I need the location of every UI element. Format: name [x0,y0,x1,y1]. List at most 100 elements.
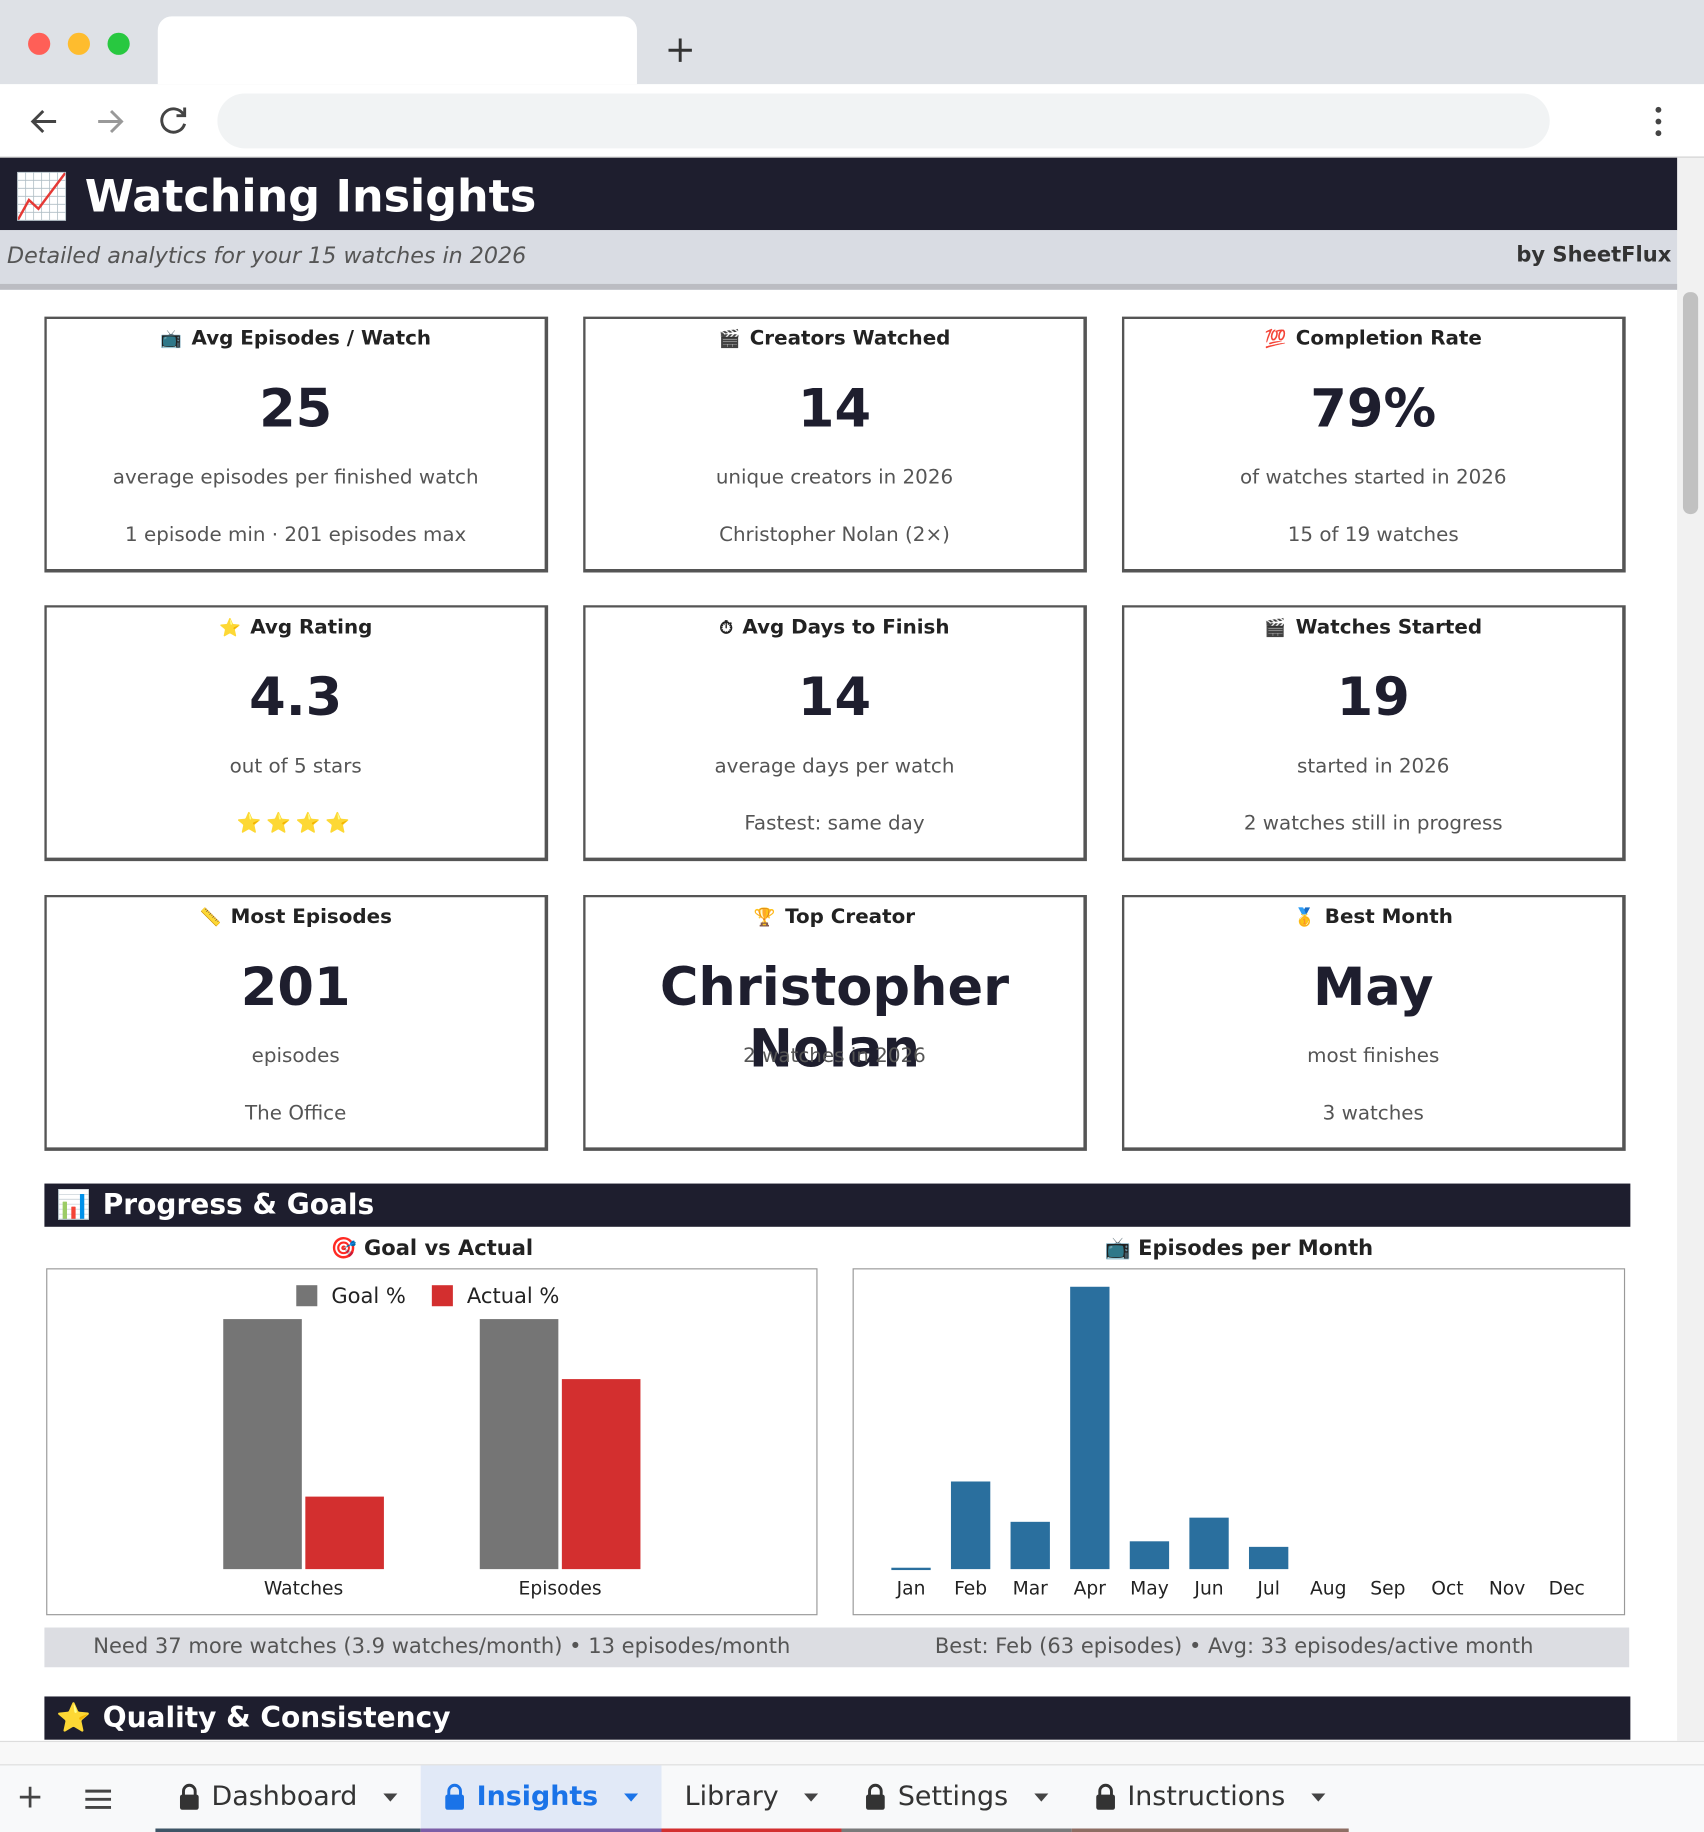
sheet-tab[interactable]: Library [661,1765,842,1832]
chart-icon: 📺 [1105,1235,1131,1260]
subtitle: Detailed analytics for your 15 watches i… [7,243,527,269]
card-title-text: Most Episodes [230,905,392,929]
bar [1248,1546,1289,1570]
scrollbar-thumb[interactable] [1682,292,1699,515]
section-title: Quality & Consistency [102,1701,451,1734]
sheet-tab[interactable]: Insights [420,1765,662,1832]
sheet-tab-label: Insights [476,1781,599,1813]
tab-caret [623,1792,638,1802]
legend-swatch [296,1285,318,1307]
close-button[interactable] [28,32,51,55]
x-tick-label: Episodes [519,1578,602,1599]
browser-tab[interactable] [157,16,637,85]
card-value: 79% [1310,377,1437,440]
bar [561,1379,641,1570]
card-caption: of watches started in 2026 [1239,466,1507,490]
lock-icon [179,1783,199,1810]
minimize-button[interactable] [67,32,90,55]
legend-swatch [431,1285,453,1307]
sheet-bar: + Dashboard Insights Library Settings Instru… [0,1764,1704,1832]
chart-icon: 🎯 [331,1235,357,1260]
x-tick-label: Jan [896,1578,926,1599]
x-tick-label: Jul [1256,1578,1280,1599]
bar [950,1481,991,1570]
stat-card: 🥇 Best Month May most finishes 3 watches [1121,894,1626,1151]
card-caption: out of 5 stars [229,754,362,779]
chart-title: 📺 Episodes per Month [1105,1235,1374,1260]
bar [1189,1517,1229,1570]
card-icon: 📏 [199,906,222,928]
card-detail: ⭐⭐⭐⭐ [236,812,355,836]
card-icon: ⏱ [719,616,734,638]
address-bar[interactable] [217,93,1550,149]
x-tick-label: Aug [1310,1578,1347,1599]
tab-caret [383,1792,398,1802]
menu-button[interactable] [1648,105,1669,138]
card-detail: Christopher Nolan (2×) [719,523,950,547]
card-caption: average days per watch [714,754,955,779]
bar [479,1319,559,1570]
section-title: Progress & Goals [102,1188,375,1221]
section-icon: 📊 [56,1188,92,1221]
card-title-text: Creators Watched [749,327,951,351]
legend-label: Goal % [331,1283,406,1308]
card-title-text: Top Creator [785,905,916,929]
new-tab-button[interactable] [666,36,694,64]
x-tick-label: Watches [264,1578,343,1599]
section-header: 📊 Progress & Goals [44,1183,1631,1227]
bar [1010,1521,1050,1570]
card-value: 14 [797,665,872,728]
card-caption: average episodes per finished watch [112,466,479,490]
page-title: Watching Insights [84,170,537,222]
card-value: Christopher Nolan [659,955,1010,1080]
card-title-text: Completion Rate [1295,327,1482,351]
stat-card: 🏆 Top Creator Christopher Nolan 2 watches i… [583,894,1087,1151]
card-value: 25 [259,377,333,440]
chart-frame [46,1268,818,1616]
card-title-text: Avg Days to Finish [742,615,950,640]
sheet-tabs: Dashboard Insights Library Settings Instruct… [155,1765,1349,1832]
card-caption: most finishes [1307,1044,1440,1068]
sheet-tab[interactable]: Instructions [1071,1765,1349,1832]
card-detail: 15 of 19 watches [1287,523,1459,547]
reload-button[interactable] [158,104,191,137]
stat-card: 🎬 Creators Watched 14 unique creators in 20… [583,316,1087,573]
card-value: 19 [1336,665,1410,728]
card-value: 4.3 [249,665,343,728]
maximize-button[interactable] [107,32,130,55]
card-title: 🎬 Creators Watched [586,327,1084,350]
card-detail: Fastest: same day [744,812,925,836]
x-tick-label: Mar [1013,1578,1049,1599]
card-icon: 🎬 [718,328,741,350]
x-tick-label: Dec [1549,1578,1585,1599]
card-value: May [1312,955,1434,1018]
all-sheets-button[interactable] [84,1789,112,1810]
card-icon: 🥇 [1293,906,1316,928]
card-detail: 3 watches [1322,1101,1424,1126]
legend-label: Actual % [467,1283,560,1308]
forward-button[interactable] [93,105,126,138]
bar [223,1319,302,1570]
bar [1129,1541,1170,1570]
add-sheet-button[interactable]: + [16,1777,44,1816]
divider [0,156,1704,158]
card-icon: 💯 [1264,328,1287,350]
chart-title-text: Goal vs Actual [364,1235,533,1260]
bar [1070,1286,1110,1570]
x-tick-label: Oct [1431,1578,1463,1599]
sheet-tab-label: Instructions [1127,1781,1286,1813]
charts: 🎯 Goal vs Actual Goal % Actual % Watches Epi… [46,1235,1626,1616]
sheet-tab[interactable]: Dashboard [155,1765,421,1832]
sheet-tab[interactable]: Settings [841,1765,1072,1832]
back-button[interactable] [28,105,61,138]
section-header: ⭐ Quality & Consistency [44,1696,1631,1740]
x-tick-label: May [1130,1578,1169,1599]
card-icon: 📺 [160,328,183,350]
card-detail: 1 episode min · 201 episodes max [125,523,467,547]
card-title: 📏 Most Episodes [47,905,545,928]
card-value: 201 [240,955,351,1018]
stat-card: 💯 Completion Rate 79% of watches started in… [1121,316,1626,573]
x-tick-label: Nov [1489,1578,1525,1599]
card-title-text: Avg Rating [250,615,373,640]
